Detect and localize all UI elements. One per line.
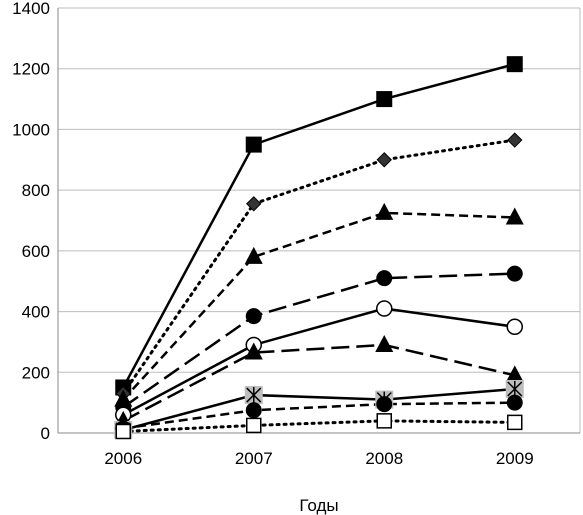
- data-point: [244, 342, 263, 360]
- y-tick-label: 1200: [12, 60, 50, 79]
- data-point: [115, 423, 131, 440]
- y-tick-label: 200: [22, 363, 50, 382]
- data-point: [507, 414, 523, 431]
- series-line: [121, 138, 517, 396]
- series-line: [123, 401, 515, 430]
- series-line: [121, 419, 517, 433]
- series-line: [122, 387, 515, 432]
- data-point: [505, 379, 524, 398]
- y-tick-label: 400: [22, 303, 50, 322]
- data-point: [506, 394, 523, 411]
- y-axis: 0 200 400 600 800 1000 1200 1400: [12, 0, 50, 443]
- data-point: [245, 308, 262, 325]
- data-point: [244, 246, 263, 264]
- gridlines: [58, 7, 580, 434]
- x-tick-label: 2007: [235, 449, 273, 468]
- data-point: [376, 152, 392, 168]
- y-tick-label: 0: [41, 424, 50, 443]
- series-line: [122, 62, 516, 389]
- data-point: [246, 417, 262, 434]
- data-point: [505, 365, 524, 383]
- x-axis: 2006 2007 2008 2009: [104, 449, 533, 468]
- x-tick-label: 2008: [365, 449, 403, 468]
- series-line: [122, 272, 515, 409]
- x-axis-title: Годы: [299, 496, 338, 515]
- data-point: [507, 132, 523, 148]
- series-markers: [114, 56, 524, 440]
- series-lines: [121, 62, 517, 433]
- data-point: [244, 386, 263, 405]
- y-tick-label: 800: [22, 181, 50, 200]
- series-line: [122, 307, 515, 416]
- data-point: [376, 300, 393, 317]
- y-tick-label: 600: [22, 242, 50, 261]
- data-point: [245, 402, 262, 419]
- x-tick-label: 2006: [104, 449, 142, 468]
- data-point: [375, 334, 394, 352]
- data-point: [505, 207, 524, 225]
- data-point: [376, 91, 393, 108]
- data-point: [506, 56, 523, 73]
- data-point: [246, 196, 262, 212]
- data-point: [376, 270, 393, 287]
- series-line: [122, 211, 515, 401]
- data-point: [376, 413, 392, 429]
- data-point: [375, 202, 394, 220]
- data-point: [376, 396, 393, 413]
- data-point: [245, 136, 262, 153]
- data-point: [506, 265, 523, 282]
- y-tick-label: 1400: [12, 0, 50, 18]
- data-point: [506, 318, 523, 335]
- y-tick-label: 1000: [12, 120, 50, 139]
- plot-area: [57, 8, 581, 434]
- x-tick-label: 2009: [496, 449, 534, 468]
- series-line: [122, 343, 516, 422]
